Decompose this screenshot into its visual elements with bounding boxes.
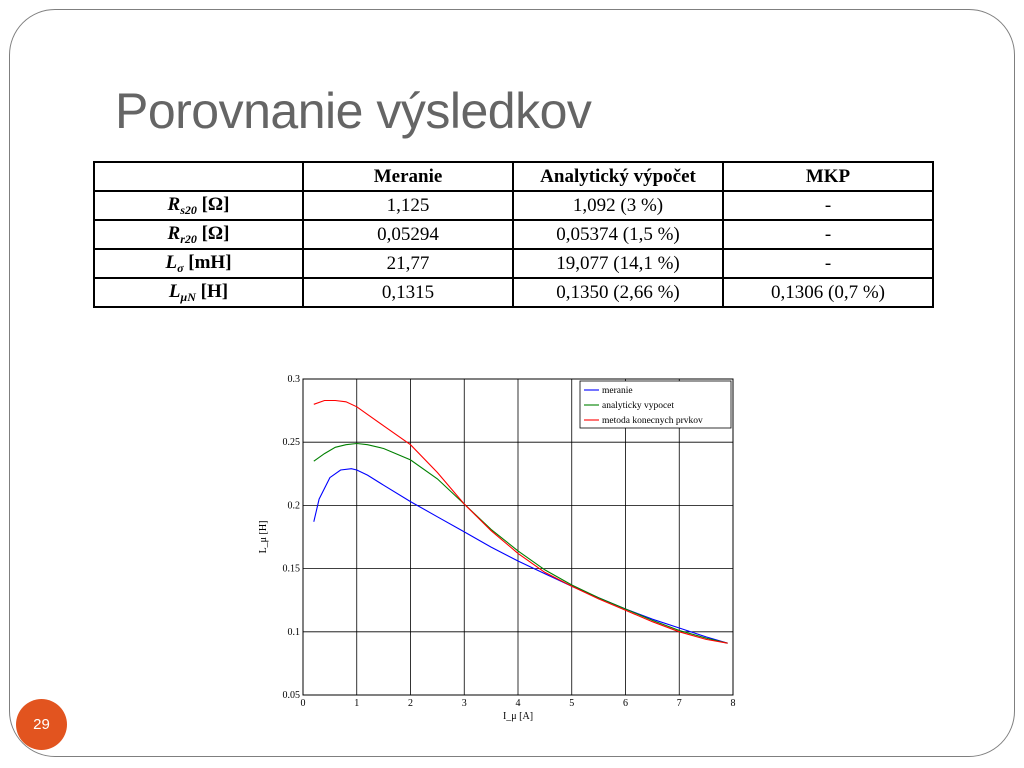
slide-number-badge: 29: [16, 699, 67, 750]
x-tick-label: 7: [677, 698, 682, 709]
series-line-analyticky-vypocet: [313, 442, 728, 644]
table-cell: -: [722, 190, 934, 221]
y-tick-label: 0.3: [288, 374, 301, 385]
table-header-cell: MKP: [722, 161, 934, 192]
table-header-cell: Analytický výpočet: [512, 161, 724, 192]
y-tick-label: 0.25: [283, 437, 301, 448]
table-cell: -: [722, 248, 934, 279]
table-cell: 1,092 (3 %): [512, 190, 724, 221]
table-cell: 0,1306 (0,7 %): [722, 277, 934, 308]
results-table: Meranie Analytický výpočet MKP Rs20 [Ω] …: [93, 161, 934, 308]
x-tick-label: 4: [516, 698, 521, 709]
series-line-metoda-konecnych-prvkov: [313, 399, 728, 644]
table-row: Lσ [mH] 21,77 19,077 (14,1 %) -: [93, 248, 934, 279]
y-tick-label: 0.2: [288, 500, 301, 511]
table-cell: 0,1315: [302, 277, 514, 308]
x-tick-label: 1: [354, 698, 359, 709]
legend-entry: analyticky vypocet: [602, 401, 674, 411]
legend-box: [579, 380, 732, 429]
row-label: Lσ [mH]: [93, 248, 304, 279]
table-cell: 21,77: [302, 248, 514, 279]
slide-frame: [9, 9, 1015, 757]
table-header-cell: Meranie: [302, 161, 514, 192]
table-row: LμN [H] 0,1315 0,1350 (2,66 %) 0,1306 (0…: [93, 277, 934, 308]
table-header-row: Meranie Analytický výpočet MKP: [93, 161, 934, 192]
table-row: Rr20 [Ω] 0,05294 0,05374 (1,5 %) -: [93, 219, 934, 250]
x-tick-label: 2: [408, 698, 413, 709]
slide-title: Porovnanie výsledkov: [115, 83, 592, 139]
y-tick-label: 0.15: [283, 564, 301, 575]
x-tick-label: 5: [569, 698, 574, 709]
table-cell: 0,05294: [302, 219, 514, 250]
y-tick-label: 0.05: [283, 690, 301, 701]
table-row: Rs20 [Ω] 1,125 1,092 (3 %) -: [93, 190, 934, 221]
series-line-meranie: [313, 468, 728, 644]
x-tick-label: 8: [731, 698, 736, 709]
y-tick-label: 0.1: [288, 627, 301, 638]
legend-entry: meranie: [602, 386, 633, 396]
table-cell: -: [722, 219, 934, 250]
x-axis-label: I_μ [A]: [503, 711, 533, 722]
row-label: Rs20 [Ω]: [93, 190, 304, 221]
line-chart: 0 1 2 3 4 5 6 7 8 0.05 0.1 0.15 0.2 0.25 0.3 I_μ [A] L_μ…: [258, 374, 736, 722]
x-tick-label: 6: [623, 698, 628, 709]
y-axis-label: L_μ [H]: [258, 521, 269, 554]
plot-frame: [302, 378, 734, 696]
table-cell: 1,125: [302, 190, 514, 221]
x-tick-label: 0: [301, 698, 306, 709]
row-label: LμN [H]: [93, 277, 304, 308]
x-tick-label: 3: [462, 698, 467, 709]
table-header-cell: [93, 161, 304, 192]
table-cell: 19,077 (14,1 %): [512, 248, 724, 279]
table-cell: 0,1350 (2,66 %): [512, 277, 724, 308]
legend-entry: metoda konecnych prvkov: [602, 416, 703, 426]
row-label: Rr20 [Ω]: [93, 219, 304, 250]
table-cell: 0,05374 (1,5 %): [512, 219, 724, 250]
